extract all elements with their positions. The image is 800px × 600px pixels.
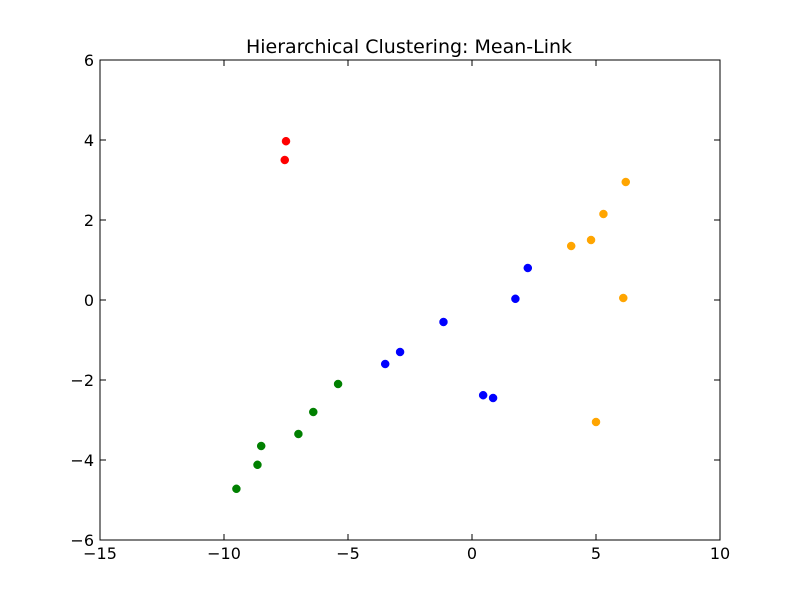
x-tick-label: 0 <box>467 544 477 563</box>
scatter-point <box>478 390 488 400</box>
scatter-point <box>599 209 608 219</box>
scatter-point <box>309 407 318 417</box>
y-tick-label: 0 <box>84 291 94 310</box>
scatter-point <box>619 293 628 303</box>
scatter-point <box>256 441 266 451</box>
y-tick-label: 4 <box>84 131 94 150</box>
scatter-point <box>294 429 303 439</box>
scatter-point <box>621 177 631 187</box>
x-tick-label: −5 <box>336 544 360 563</box>
x-tick-label: 5 <box>591 544 601 563</box>
x-tick-label: −15 <box>83 544 117 563</box>
scatter-point <box>591 417 601 427</box>
scatter-point <box>488 393 498 403</box>
y-tick-label: −2 <box>70 371 94 390</box>
scatter-point <box>281 136 291 146</box>
scatter-point <box>395 347 405 357</box>
plot-frame <box>99 59 721 541</box>
scatter-point <box>232 484 241 494</box>
y-tick-label: −6 <box>70 531 94 550</box>
scatter-point <box>566 241 576 251</box>
scatter-point <box>511 294 520 304</box>
chart-title: Hierarchical Clustering: Mean-Link <box>246 36 572 58</box>
scatter-point <box>333 379 343 389</box>
data-points <box>232 136 631 494</box>
scatter-point <box>380 359 390 369</box>
x-tick-label: 10 <box>710 544 730 563</box>
y-tick-label: 2 <box>84 211 94 230</box>
scatter-point <box>586 235 596 245</box>
scatter-point <box>523 263 533 273</box>
y-tick-label: 6 <box>84 51 94 70</box>
x-tick-label: −10 <box>207 544 241 563</box>
y-axis-ticks: −6 −4 −2 0 2 4 6 <box>70 51 720 550</box>
scatter-point <box>253 460 262 470</box>
scatter-point <box>439 317 448 327</box>
x-axis-ticks: −15 −10 −5 0 5 10 <box>83 60 730 563</box>
y-tick-label: −4 <box>70 451 94 470</box>
scatter-point <box>280 155 290 165</box>
